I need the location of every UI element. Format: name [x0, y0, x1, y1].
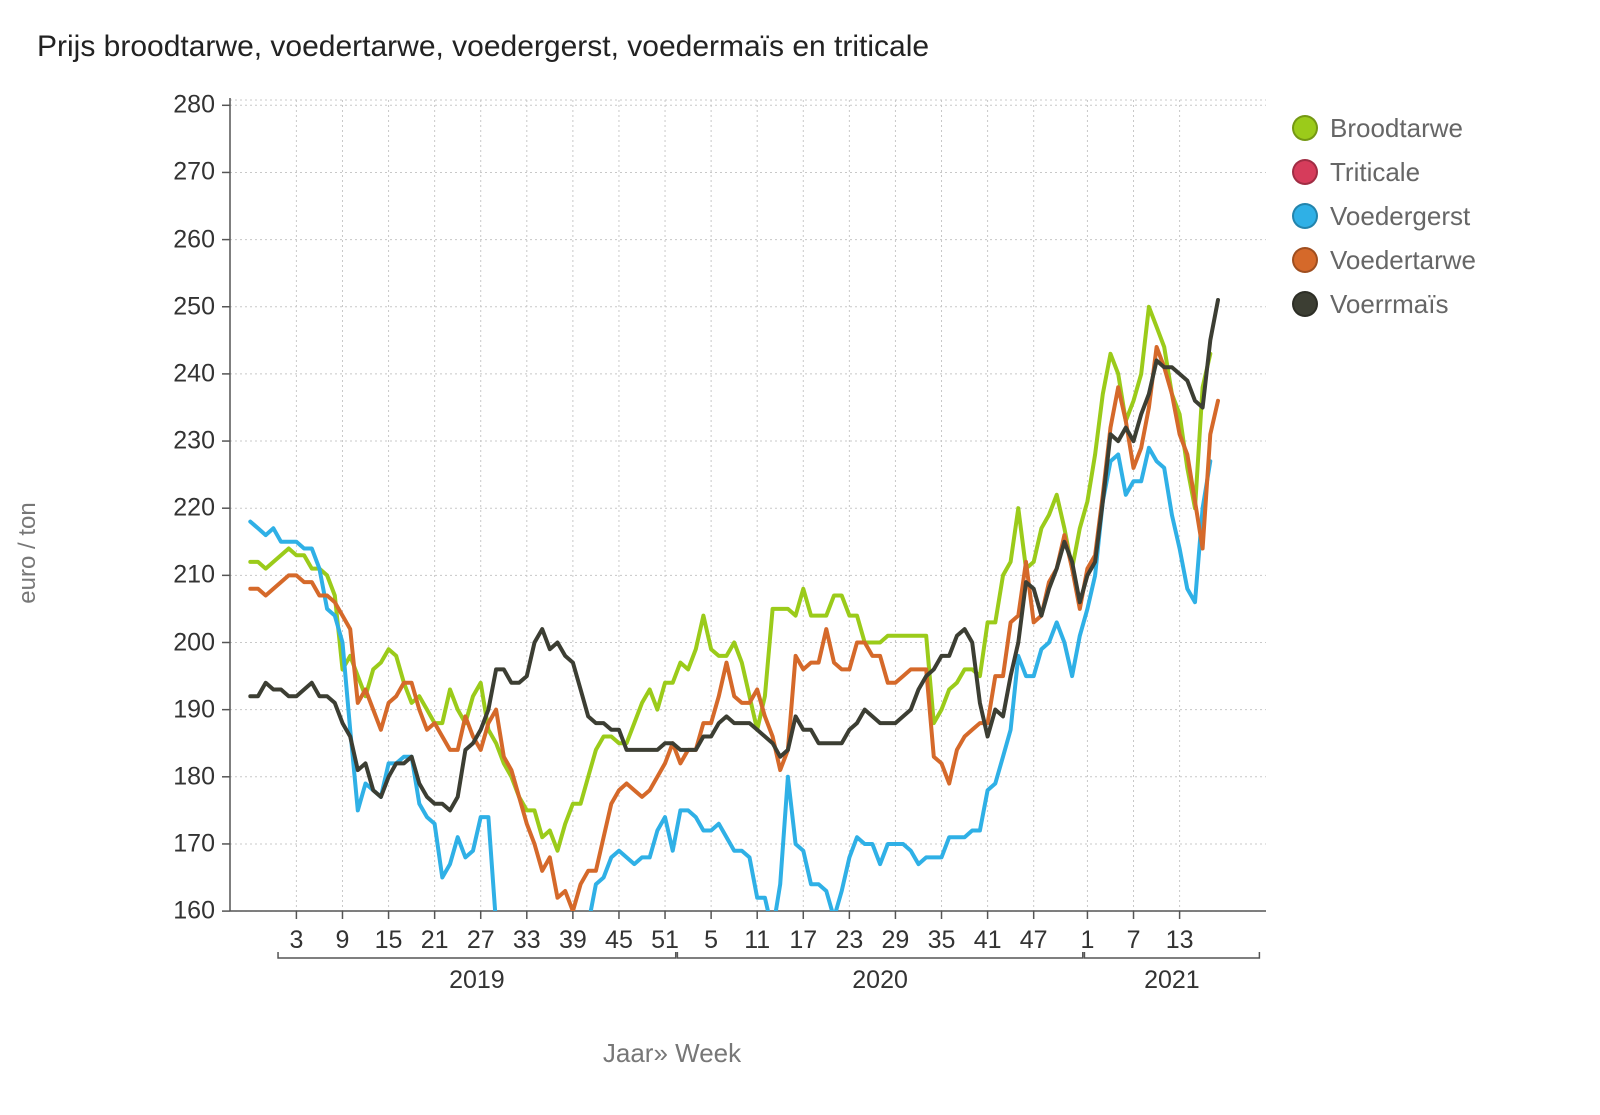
legend-swatch-broodtarwe: [1292, 115, 1318, 141]
year-bracket: [277, 952, 677, 959]
legend-item-voedergerst[interactable]: Voedergerst: [1292, 194, 1476, 238]
series-line-broodtarwe[interactable]: [248, 304, 1213, 853]
y-tick-label: 250: [173, 292, 215, 321]
series-line-voedertarwe[interactable]: [248, 345, 1220, 911]
year-label: 2019: [449, 966, 505, 994]
year-label: 2021: [1144, 966, 1200, 994]
legend-item-voerrmais[interactable]: Voerrmaïs: [1292, 282, 1476, 326]
legend: Broodtarwe Triticale Voedergerst Voedert…: [1292, 106, 1476, 326]
x-tick-label: 17: [789, 926, 818, 954]
series-group: [248, 298, 1220, 911]
y-tick-label: 280: [173, 90, 215, 119]
legend-item-broodtarwe[interactable]: Broodtarwe: [1292, 106, 1476, 150]
y-tick-label: 160: [173, 896, 215, 925]
legend-label: Voedergerst: [1330, 200, 1471, 231]
y-tick-label: 200: [173, 628, 215, 656]
x-axis-label: Jaar» Week: [602, 1038, 742, 1068]
legend-label: Voedertarwe: [1330, 244, 1476, 275]
x-tick-label: 33: [512, 926, 541, 954]
x-tick-label: 5: [704, 926, 719, 954]
y-tick-label: 260: [173, 225, 215, 254]
year-label: 2020: [852, 966, 908, 994]
legend-swatch-triticale: [1292, 159, 1318, 185]
x-tick-label: 23: [835, 926, 864, 954]
x-tick-label: 27: [466, 926, 495, 954]
x-tick-label: 47: [1019, 926, 1048, 954]
x-tick-label: 41: [973, 926, 1002, 954]
x-tick-label: 1: [1080, 926, 1095, 954]
x-tick-label: 11: [744, 926, 771, 954]
year-brackets: [277, 952, 1261, 959]
y-tick-label: 220: [173, 493, 215, 522]
x-tick-label: 9: [335, 926, 350, 954]
y-tick-label: 180: [173, 762, 215, 791]
x-tick-label: 15: [374, 926, 403, 954]
legend-swatch-voedergerst: [1292, 203, 1318, 229]
y-tick-label: 240: [173, 359, 215, 388]
x-tick-label: 35: [927, 926, 956, 954]
gridlines: [230, 99, 1266, 912]
year-bracket: [1083, 952, 1261, 959]
y-tick-label: 190: [173, 695, 215, 724]
legend-label: Broodtarwe: [1330, 112, 1463, 143]
year-bracket: [676, 952, 1084, 959]
y-tick-label: 230: [173, 426, 215, 455]
y-tick-label: 210: [173, 560, 215, 589]
series-line-voerrmas[interactable]: [248, 298, 1220, 813]
legend-swatch-voedertarwe: [1292, 247, 1318, 273]
x-tick-label: 51: [651, 926, 679, 954]
legend-item-triticale[interactable]: Triticale: [1292, 150, 1476, 194]
x-tick-label: 7: [1126, 926, 1141, 954]
legend-item-voedertarwe[interactable]: Voedertarwe: [1292, 238, 1476, 282]
x-tick-label: 13: [1165, 926, 1194, 954]
x-tick-label: 29: [881, 926, 910, 954]
chart-title: Prijs broodtarwe, voedertarwe, voederger…: [37, 30, 930, 63]
x-tick-label: 3: [289, 926, 304, 954]
x-tick-label: 21: [420, 926, 449, 954]
y-tick-label: 170: [173, 829, 215, 858]
x-tick-label: 45: [605, 926, 633, 954]
y-tick-label: 270: [173, 157, 215, 186]
legend-swatch-voerrmais: [1292, 291, 1318, 317]
legend-label: Triticale: [1330, 156, 1421, 187]
x-tick-label: 39: [558, 926, 587, 954]
legend-label: Voerrmaïs: [1330, 288, 1449, 319]
